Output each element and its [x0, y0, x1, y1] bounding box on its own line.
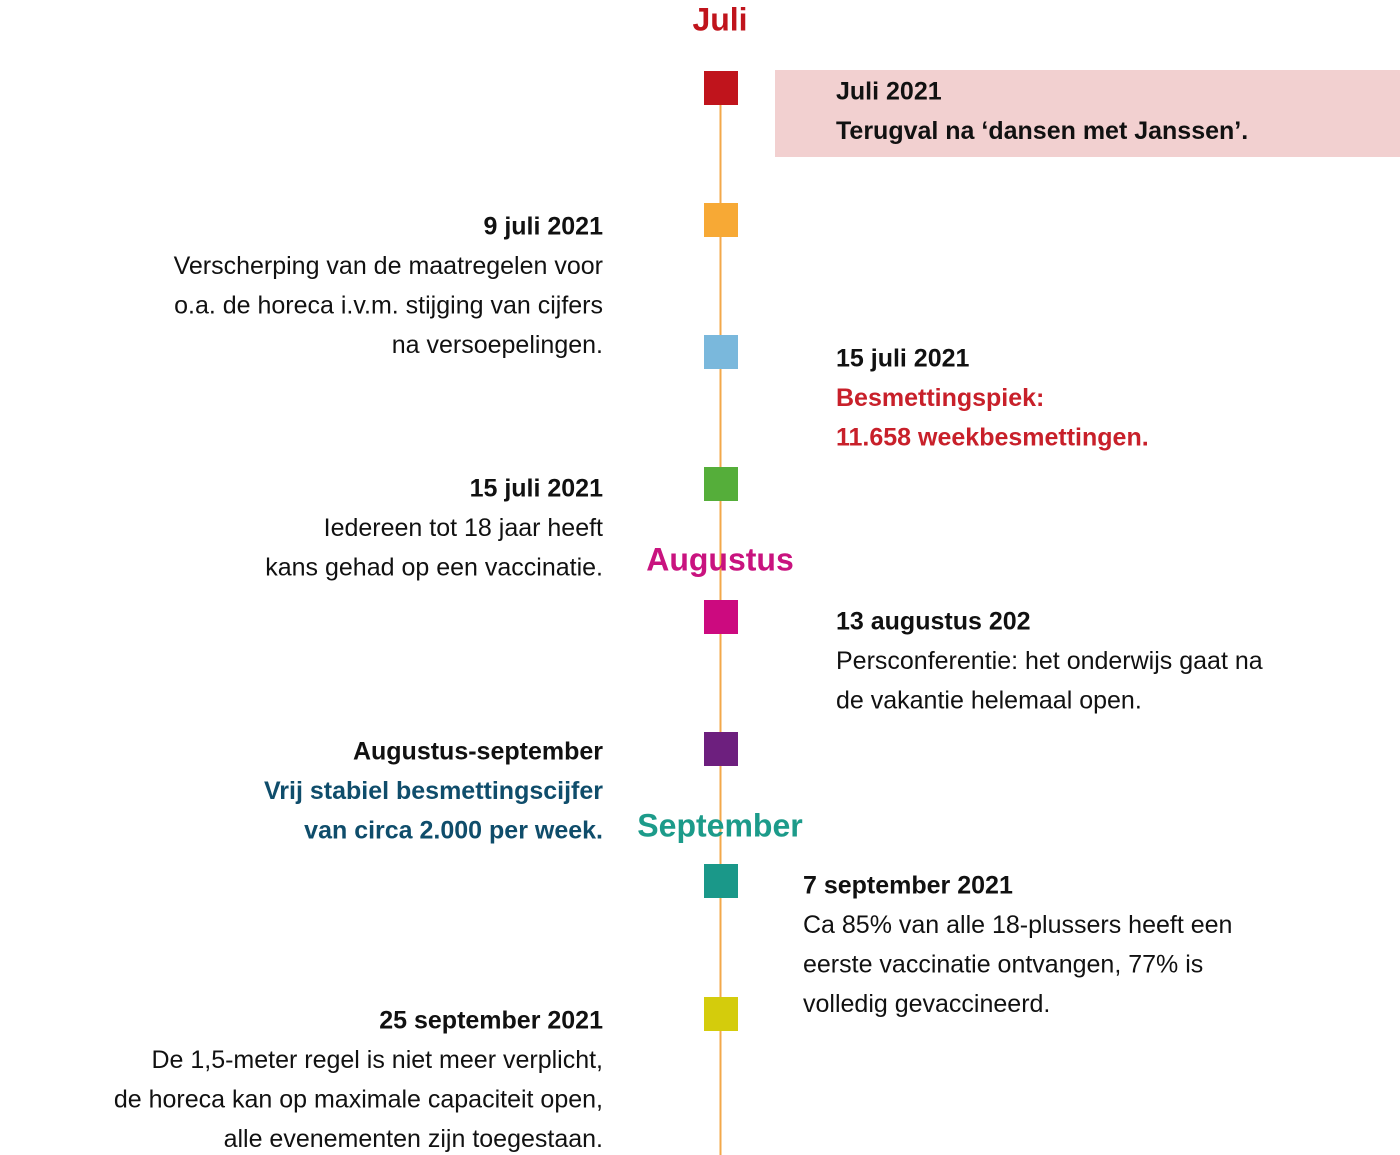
- event-title: Juli 2021: [836, 78, 942, 106]
- marker: [704, 997, 738, 1031]
- event-title: 25 september 2021: [379, 1007, 603, 1035]
- marker: [704, 467, 738, 501]
- event-text: Persconferentie: het onderwijs gaat na: [836, 647, 1263, 675]
- month-label: September: [637, 807, 802, 843]
- event-text: van circa 2.000 per week.: [304, 817, 603, 845]
- event-text: kans gehad op een vaccinatie.: [265, 554, 603, 582]
- event-text: Vrij stabiel besmettingscijfer: [264, 777, 603, 805]
- event-text: Iedereen tot 18 jaar heeft: [324, 514, 603, 542]
- event-title: 7 september 2021: [803, 872, 1013, 900]
- event-title: 13 augustus 202: [836, 608, 1031, 636]
- event-text: de vakantie helemaal open.: [836, 687, 1142, 715]
- event-text: eerste vaccinatie ontvangen, 77% is: [803, 951, 1203, 979]
- event-text: na versoepelingen.: [392, 331, 603, 359]
- event-text: De 1,5-meter regel is niet meer verplich…: [151, 1046, 603, 1074]
- event-text: de horeca kan op maximale capaciteit ope…: [114, 1086, 603, 1114]
- marker: [704, 864, 738, 898]
- event-title: 9 juli 2021: [483, 213, 603, 241]
- event-text: Ca 85% van alle 18-plussers heeft een: [803, 911, 1232, 939]
- marker: [704, 600, 738, 634]
- month-label: Juli: [692, 1, 747, 37]
- event-text: Terugval na ‘dansen met Janssen’.: [836, 117, 1248, 145]
- highlight-box: [775, 70, 1400, 157]
- event-title: 15 juli 2021: [836, 345, 970, 373]
- event-title: Augustus-september: [353, 738, 603, 766]
- event-text: alle evenementen zijn toegestaan.: [224, 1125, 603, 1153]
- event-text: Verscherping van de maatregelen voor: [174, 252, 603, 280]
- event-text: volledig gevaccineerd.: [803, 990, 1050, 1018]
- event-text: 11.658 weekbesmettingen.: [836, 424, 1149, 452]
- marker: [704, 203, 738, 237]
- marker: [704, 335, 738, 369]
- marker: [704, 732, 738, 766]
- marker: [704, 71, 738, 105]
- event-title: 15 juli 2021: [470, 475, 604, 503]
- event-text: Besmettingspiek:: [836, 384, 1044, 412]
- event-text: o.a. de horeca i.v.m. stijging van cijfe…: [174, 292, 603, 320]
- month-label: Augustus: [646, 541, 794, 577]
